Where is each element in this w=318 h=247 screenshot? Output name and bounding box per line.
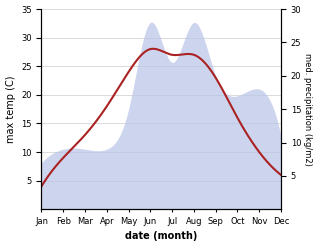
Y-axis label: med. precipitation (kg/m2): med. precipitation (kg/m2)	[303, 53, 313, 165]
X-axis label: date (month): date (month)	[125, 231, 197, 242]
Y-axis label: max temp (C): max temp (C)	[5, 75, 16, 143]
